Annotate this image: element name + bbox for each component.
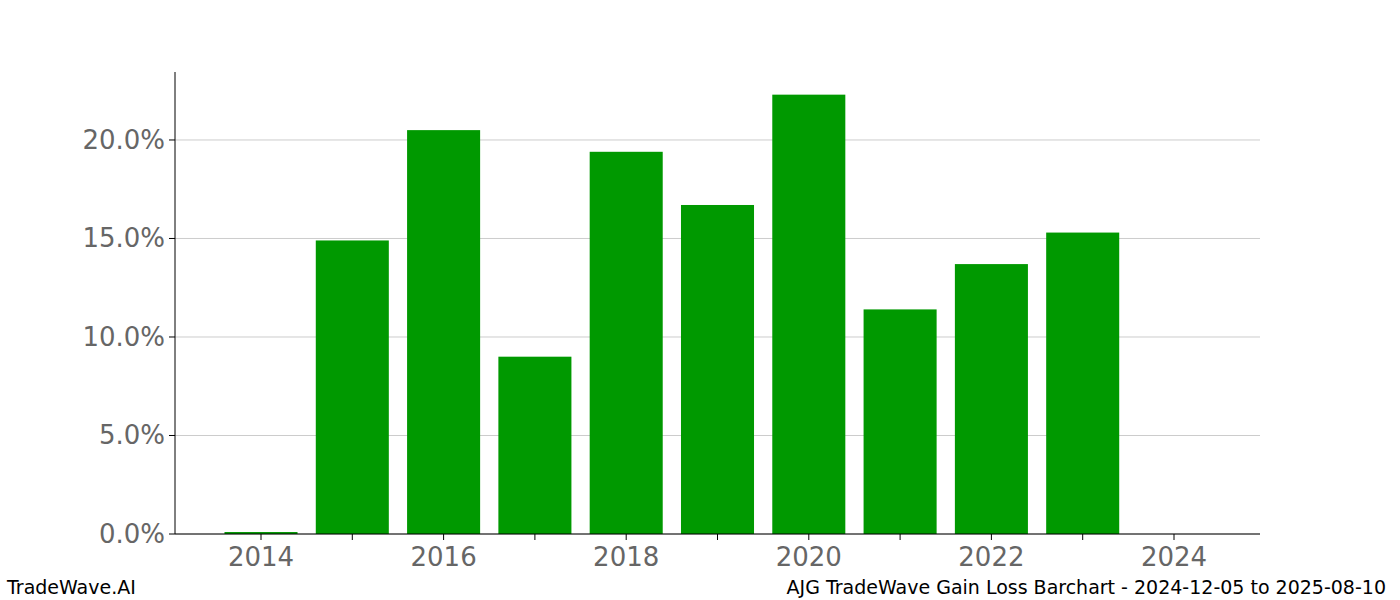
x-tick-label: 2014 (228, 542, 294, 572)
x-tick-label: 2016 (411, 542, 477, 572)
y-tick (169, 238, 175, 239)
y-tick (169, 336, 175, 337)
y-tick-label: 5.0% (99, 420, 165, 450)
y-tick (169, 139, 175, 140)
title: AJG TradeWave Gain Loss Barchart - 2024-… (787, 576, 1386, 598)
x-tick-label: 2024 (1141, 542, 1207, 572)
bar (407, 130, 480, 534)
grid-line (175, 534, 1260, 535)
x-tick (1174, 534, 1175, 540)
bars (224, 95, 1119, 534)
x-tick (626, 534, 627, 540)
bar (316, 240, 389, 534)
x-tick-label: 2020 (776, 542, 842, 572)
x-tick (261, 534, 262, 540)
y-tick (169, 435, 175, 436)
bar (1046, 233, 1119, 534)
x-tick (717, 534, 718, 540)
source: TradeWave.AI (6, 576, 136, 598)
bar (772, 95, 845, 534)
bar (864, 309, 937, 534)
x-tick-label: 2018 (593, 542, 659, 572)
bar (590, 152, 663, 534)
x-tick (991, 534, 992, 540)
grid-line (175, 139, 1260, 140)
y-tick-label: 10.0% (82, 322, 165, 352)
x-tick (443, 534, 444, 540)
x-tick (534, 534, 535, 540)
y-tick-label: 15.0% (82, 223, 165, 253)
x-tick (1082, 534, 1083, 540)
x-tick (352, 534, 353, 540)
x-tick-label: 2022 (958, 542, 1024, 572)
bar (498, 357, 571, 534)
x-tick (808, 534, 809, 540)
y-tick-label: 0.0% (99, 519, 165, 549)
y-axis (175, 72, 176, 534)
y-tick (169, 534, 175, 535)
bar (681, 205, 754, 534)
x-axis (175, 534, 1260, 535)
y-tick-label: 20.0% (82, 125, 165, 155)
x-tick (900, 534, 901, 540)
bar (955, 264, 1028, 534)
chart: 0.0% 5.0% 10.0% 15.0% 20.0% 2014 2016 2018 2020 2… (0, 0, 1400, 600)
